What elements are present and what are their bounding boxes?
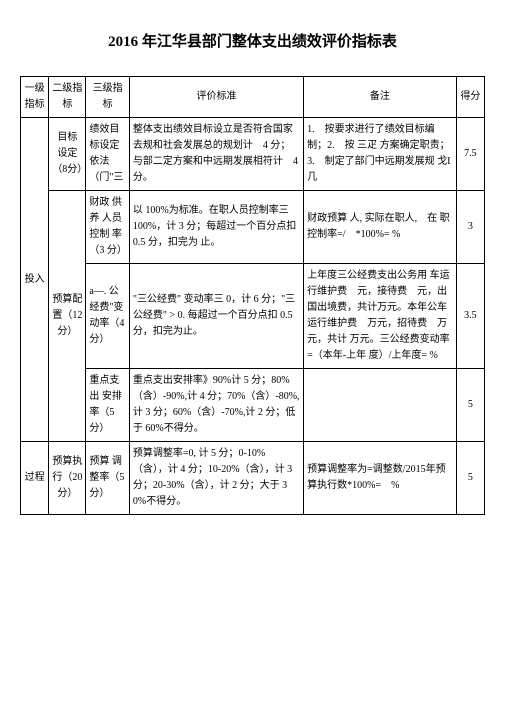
std-a: 整体支出绩效目标设立是否符合国家 去规和社会发展总的规划计 4 分；与部二定方案… — [129, 118, 303, 191]
l3-a: 绩效目标设定依法（门"三 — [86, 118, 130, 191]
note-c: 上年度三公经费支出公务用 车运行维护费 元，接待费 元，出国出境费，共计万元。本… — [304, 264, 456, 369]
note-a: 1. 按要求进行了绩效目标编 制；2. 按 三疋 方案确定职责；3. 制定了部门… — [304, 118, 456, 191]
score-c: 3.5 — [456, 264, 484, 369]
page-title: 2016 年江华县部门整体支出绩效评价指标表 — [20, 30, 485, 51]
header-l2: 二级指标 — [49, 77, 86, 118]
std-c: "三公经费" 变动率三 0，计 6 分；"三 公经费" > 0. 每超过一个百分… — [129, 264, 303, 369]
header-l3: 三级指标 — [86, 77, 130, 118]
score-d: 5 — [456, 369, 484, 442]
score-a: 7.5 — [456, 118, 484, 191]
l2-exec: 预算执行（20分） — [49, 442, 86, 515]
note-e: 预算调整率为=调整数/2015年预算执行数*100%= % — [304, 442, 456, 515]
header-std: 评价标准 — [129, 77, 303, 118]
std-d: 重点支出安排率》90%计 5 分；80%（含）-90%,计 4 分；70%（含）… — [129, 369, 303, 442]
std-b: 以 100%为标准。在职人员控制率三 100%，计 3 分；每超过一个百分点扣 … — [129, 191, 303, 264]
evaluation-table: 一级指标 二级指标 三级指标 评价标准 备注 得分 投入 目标 设定（8分） 绩… — [20, 76, 485, 515]
std-e: 预算调整率=0, 计 5 分；0-10%（含），计 4 分；10-20%（含），… — [129, 442, 303, 515]
header-score: 得分 — [456, 77, 484, 118]
l1-input: 投入 — [21, 118, 49, 442]
l2-goal: 目标 设定（8分） — [49, 118, 86, 191]
l1-process: 过程 — [21, 442, 49, 515]
score-e: 5 — [456, 442, 484, 515]
note-d — [304, 369, 456, 442]
note-b: 财政预算 人, 实际在职人, 在 职控制率=/ *100%= % — [304, 191, 456, 264]
score-b: 3 — [456, 191, 484, 264]
header-note: 备注 — [304, 77, 456, 118]
l2-budget: 预算配置（12分） — [49, 191, 86, 442]
l3-c: a—. 公经费"变动率（4 分） — [86, 264, 130, 369]
header-l1: 一级指标 — [21, 77, 49, 118]
l3-b: 财政 供养 人员控制 率（3 分） — [86, 191, 130, 264]
l3-d: 重点支出 安排率（5分） — [86, 369, 130, 442]
l3-e: 预算 调整率（5分） — [86, 442, 130, 515]
